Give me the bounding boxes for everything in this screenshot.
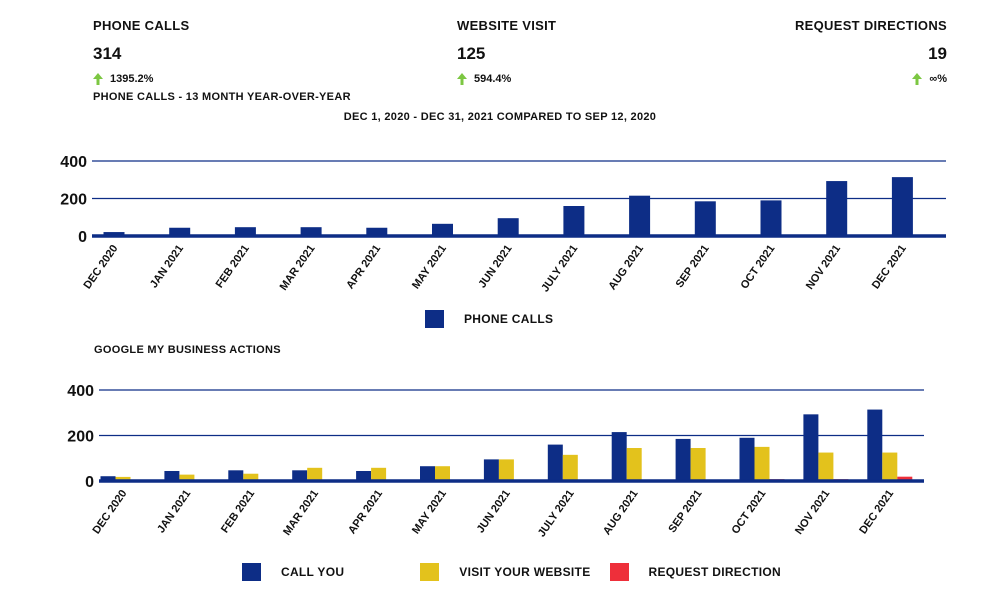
bar <box>292 470 308 481</box>
bar <box>739 437 755 481</box>
y-tick-label: 200 <box>60 192 87 209</box>
y-tick-label: 400 <box>67 383 94 400</box>
kpi-label: PHONE CALLS <box>93 18 190 33</box>
y-tick-label: 400 <box>60 154 87 171</box>
bar <box>234 227 256 236</box>
section-title-phone-calls: PHONE CALLS - 13 MONTH YEAR-OVER-YEAR <box>93 91 351 103</box>
kpi-request-directions: REQUEST DIRECTIONS 19 ∞% <box>795 18 947 85</box>
bar <box>483 459 499 481</box>
chart1-legend: PHONE CALLS <box>425 310 589 328</box>
x-tick-label: APR 2021 <box>346 488 385 536</box>
bar <box>371 467 387 481</box>
legend-swatch-visit-website <box>420 563 440 581</box>
bar <box>626 448 642 481</box>
legend-swatch-call-you <box>242 563 261 581</box>
bar <box>818 452 834 481</box>
bar <box>694 201 716 236</box>
legend-item-request-direction: REQUEST DIRECTION <box>609 563 781 581</box>
kpi-value: 19 <box>928 44 947 63</box>
kpi-change: ∞% <box>795 73 947 85</box>
bar <box>882 452 898 481</box>
legend-label-call-you: CALL YOU <box>281 565 345 579</box>
legend-label-visit-website: VISIT YOUR WEBSITE <box>459 565 591 579</box>
bar <box>307 467 323 481</box>
bar <box>164 470 180 481</box>
y-tick-label: 0 <box>78 229 87 246</box>
bar <box>867 409 883 481</box>
bar <box>803 414 819 481</box>
legend-label-phone-calls: PHONE CALLS <box>464 312 554 326</box>
kpi-phone-calls: PHONE CALLS 314 1395.2% <box>93 18 189 85</box>
bar <box>562 454 578 481</box>
legend-item-visit-website: VISIT YOUR WEBSITE <box>420 563 590 581</box>
bar <box>356 470 372 481</box>
x-tick-label: DEC 2020 <box>91 488 130 536</box>
x-tick-label: JUN 2021 <box>475 488 513 535</box>
legend-label-request-direction: REQUEST DIRECTION <box>648 565 781 579</box>
x-tick-label: MAY 2021 <box>410 488 449 536</box>
bar <box>690 448 706 481</box>
x-tick-label: JAN 2021 <box>155 488 193 535</box>
bar <box>103 232 125 236</box>
x-tick-label: NOV 2021 <box>793 488 832 537</box>
bar <box>420 466 435 481</box>
kpi-change: 1395.2% <box>93 73 189 85</box>
y-tick-label: 200 <box>67 429 94 446</box>
legend-swatch-request-direction <box>609 563 629 581</box>
date-range-subtitle: DEC 1, 2020 - DEC 31, 2021 COMPARED TO S… <box>343 111 657 123</box>
kpi-value: 314 <box>93 44 122 63</box>
legend-item-call-you: CALL YOU <box>242 563 344 581</box>
bar <box>498 459 514 481</box>
bar <box>169 227 191 236</box>
kpi-change: 594.4% <box>457 73 556 85</box>
kpi-website-visit: WEBSITE VISIT 125 594.4% <box>457 18 556 85</box>
bar <box>179 474 195 481</box>
bar <box>115 476 131 481</box>
bar <box>300 227 322 236</box>
bar <box>754 446 770 481</box>
kpi-label: WEBSITE VISIT <box>457 18 557 33</box>
bar <box>432 223 453 236</box>
bar <box>228 470 244 481</box>
bar <box>435 466 450 481</box>
x-tick-label: MAR 2021 <box>281 488 321 538</box>
kpi-label: REQUEST DIRECTIONS <box>794 18 947 33</box>
bar <box>497 218 519 236</box>
kpi-value: 125 <box>457 44 486 63</box>
section-title-gmb-actions: GOOGLE MY BUSINESS ACTIONS <box>94 344 281 356</box>
arrow-up-icon <box>457 73 467 85</box>
arrow-up-icon <box>93 73 103 85</box>
x-tick-label: FEB 2021 <box>219 488 257 535</box>
arrow-up-icon <box>912 73 923 85</box>
bar <box>243 473 259 481</box>
kpi-change-value: 1395.2% <box>110 73 154 85</box>
x-tick-label: DEC 2021 <box>857 488 896 536</box>
bar <box>366 227 388 236</box>
x-tick-label: JULY 2021 <box>536 488 577 539</box>
y-tick-label: 0 <box>85 474 94 491</box>
chart2-legend: CALL YOU VISIT YOUR WEBSITE REQUEST DIRE… <box>242 563 817 581</box>
bar <box>100 476 116 481</box>
bar <box>675 438 691 481</box>
x-tick-label: AUG 2021 <box>601 488 641 537</box>
bar <box>760 200 782 236</box>
bar <box>611 432 627 481</box>
kpi-change-value: ∞% <box>929 73 947 85</box>
bar <box>897 476 913 481</box>
bar <box>826 181 848 236</box>
kpi-change-value: 594.4% <box>474 73 512 85</box>
legend-item-phone-calls: PHONE CALLS <box>425 310 553 328</box>
x-tick-label: OCT 2021 <box>730 488 769 536</box>
bar <box>891 177 913 236</box>
legend-swatch-phone-calls <box>425 310 444 328</box>
bar <box>563 206 585 236</box>
bar <box>629 195 651 236</box>
bar <box>547 444 563 481</box>
x-tick-label: SEP 2021 <box>666 488 704 535</box>
